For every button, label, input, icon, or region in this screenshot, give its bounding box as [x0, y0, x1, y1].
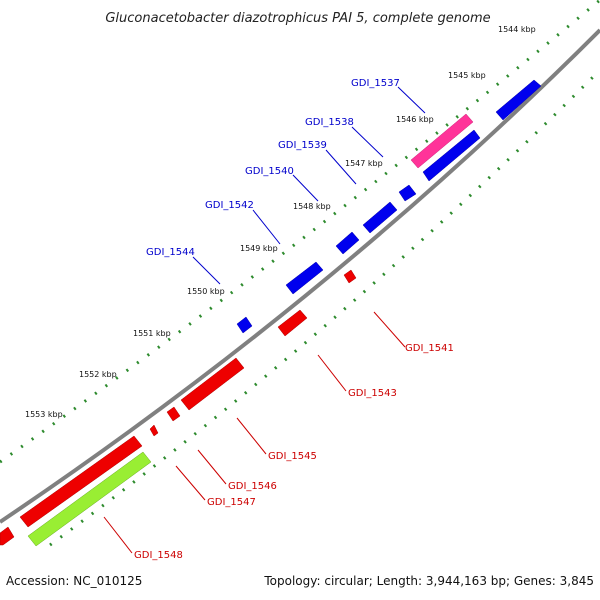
label-leader-lines — [103, 86, 426, 554]
gene-label[interactable]: GDI_1539 — [278, 140, 327, 151]
gene-label[interactable]: GDI_1540 — [245, 166, 294, 177]
leader-line — [175, 465, 206, 501]
leader-line — [252, 209, 281, 245]
gene-label[interactable]: GDI_1541 — [405, 343, 454, 354]
leader-line — [351, 126, 384, 158]
reverse-strand-genes — [0, 269, 357, 547]
kbp-label: 1548 kbp — [293, 202, 331, 211]
kbp-label: 1545 kbp — [448, 71, 486, 80]
reverse-gene-labels: GDI_1541 GDI_1543 GDI_1545 GDI_1546 GDI_… — [134, 343, 454, 561]
leader-line — [292, 174, 319, 202]
accession-text: Accession: NC_010125 — [6, 574, 142, 588]
forward-strand-genes — [236, 79, 542, 334]
kbp-label: 1552 kbp — [79, 370, 117, 379]
gene-arrow[interactable] — [362, 201, 398, 234]
leader-line — [325, 149, 357, 185]
gene-arrow[interactable] — [277, 309, 308, 337]
gene-arrow[interactable] — [398, 184, 417, 202]
kbp-label: 1551 kbp — [133, 329, 171, 338]
genome-summary: Topology: circular; Length: 3,944,163 bp… — [263, 574, 594, 588]
map-title: Gluconacetobacter diazotrophicus PAI 5, … — [105, 11, 490, 26]
gene-label[interactable]: GDI_1544 — [146, 247, 195, 258]
kbp-labels: 1544 kbp 1545 kbp 1546 kbp 1547 kbp 1548… — [25, 25, 536, 419]
gene-arrow-gdi-1537[interactable] — [410, 113, 474, 169]
genome-backbone — [0, 28, 600, 524]
kbp-label: 1553 kbp — [25, 410, 63, 419]
kbp-label: 1549 kbp — [240, 244, 278, 253]
gene-arrow[interactable] — [166, 406, 181, 422]
gene-arrow[interactable] — [19, 435, 143, 528]
kbp-label: 1547 kbp — [345, 159, 383, 168]
kbp-label: 1544 kbp — [498, 25, 536, 34]
leader-line — [373, 311, 406, 348]
gene-arrow[interactable] — [0, 526, 15, 546]
gene-arrow[interactable] — [149, 424, 159, 437]
kbp-label: 1546 kbp — [396, 115, 434, 124]
leader-line — [236, 417, 267, 455]
gene-label[interactable]: GDI_1547 — [207, 497, 256, 508]
leader-line — [197, 449, 227, 485]
gene-arrow[interactable] — [236, 316, 253, 334]
gene-label[interactable]: GDI_1542 — [205, 200, 254, 211]
kbp-label: 1550 kbp — [187, 287, 225, 296]
forward-gene-labels: GDI_1537 GDI_1538 GDI_1539 GDI_1540 GDI_… — [146, 78, 400, 258]
leader-line — [397, 86, 426, 114]
gene-arrow[interactable] — [180, 357, 245, 411]
gene-arrow-gdi-1548[interactable] — [27, 451, 152, 547]
leader-line — [317, 354, 347, 392]
gene-label[interactable]: GDI_1537 — [351, 78, 400, 89]
gene-arrow[interactable] — [422, 129, 481, 182]
gene-arrow[interactable] — [335, 231, 360, 255]
gene-label[interactable]: GDI_1538 — [305, 117, 354, 128]
gene-arrow[interactable] — [343, 269, 357, 284]
gene-arrow[interactable] — [495, 79, 542, 121]
gene-label[interactable]: GDI_1546 — [228, 481, 277, 492]
gene-label[interactable]: GDI_1545 — [268, 451, 317, 462]
gene-label[interactable]: GDI_1548 — [134, 550, 183, 561]
gene-label[interactable]: GDI_1543 — [348, 388, 397, 399]
gene-arrow[interactable] — [285, 261, 324, 295]
leader-line — [103, 516, 133, 554]
leader-line — [192, 256, 221, 285]
outer-tick-ring — [0, 0, 600, 464]
